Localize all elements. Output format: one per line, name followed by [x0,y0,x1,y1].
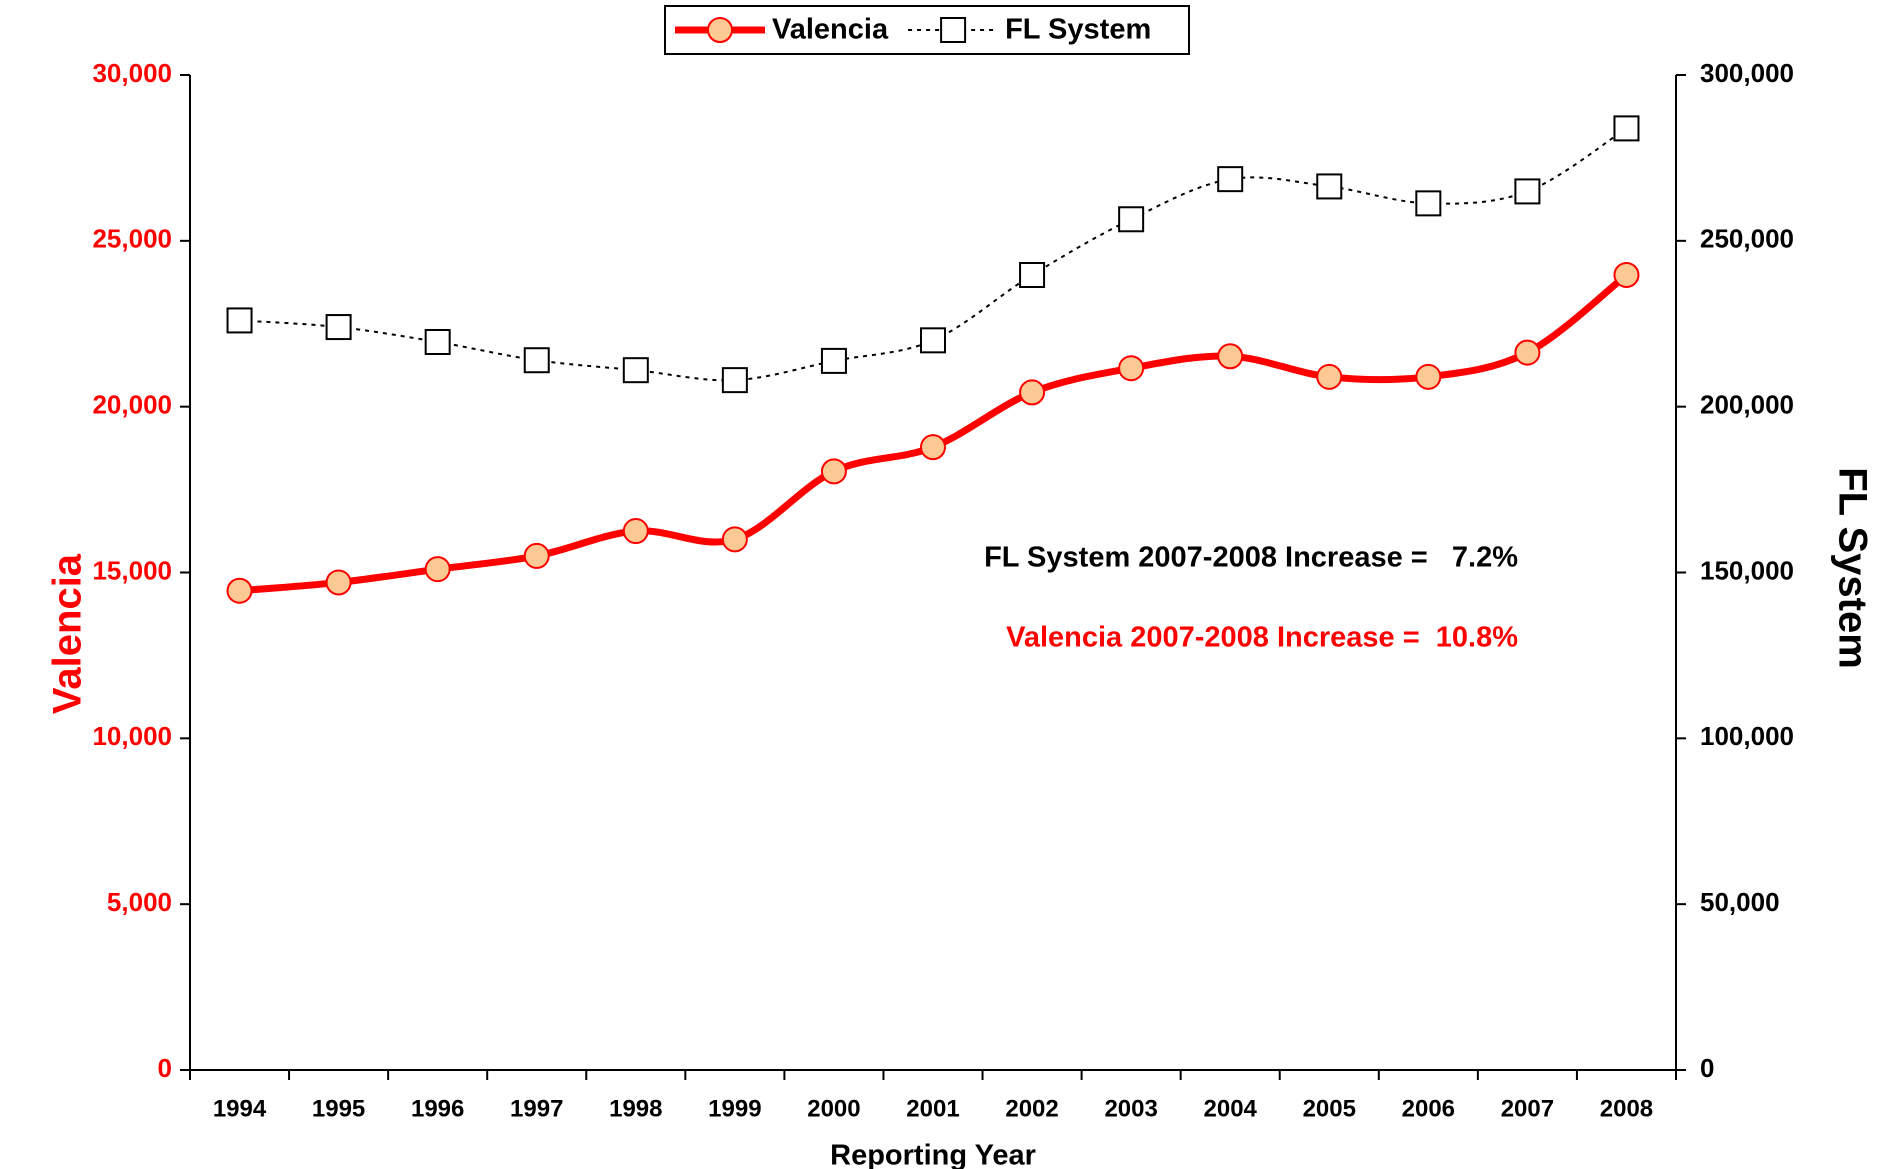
legend-label: Valencia [772,14,889,46]
x-tick-label: 2007 [1501,1095,1554,1122]
data-point [1613,115,1640,142]
y-axis-title: Valencia [46,553,90,714]
y-tick-label: 30,000 [92,58,172,88]
data-point [721,367,748,394]
x-axis-title: Reporting Year [830,1140,1036,1169]
data-point [1514,178,1541,205]
data-point [1316,363,1343,390]
x-tick-label: 1995 [312,1095,365,1122]
data-point [1217,343,1244,370]
data-point [721,526,748,553]
data-point [1019,261,1046,288]
y2-axis-title: FL System [1830,467,1874,669]
data-point [325,569,352,596]
data-point [920,434,946,461]
data-point [920,327,946,354]
data-point [226,577,253,604]
y-tick-label: 20,000 [92,390,172,420]
x-tick-label: 2002 [1005,1095,1058,1122]
legend-marker [707,17,733,43]
x-tick-label: 1998 [609,1095,662,1122]
data-point [622,357,649,384]
x-tick-label: 2003 [1104,1095,1157,1122]
x-tick-label: 2000 [807,1095,860,1122]
data-point [523,347,550,374]
legend-marker [940,17,967,43]
data-point [820,458,847,485]
data-point [325,314,352,341]
legend-label: FL System [1005,14,1151,46]
data-point [1415,190,1442,217]
x-tick-label: 1999 [708,1095,761,1122]
x-tick-label: 1997 [510,1095,563,1122]
y-tick-label: 5,000 [107,887,172,917]
data-point [1217,166,1244,193]
data-point [1514,339,1541,366]
x-tick-label: 2006 [1402,1095,1455,1122]
annotation: Valencia 2007-2008 Increase = 10.8% [1006,622,1518,654]
x-tick-label: 2008 [1600,1095,1653,1122]
annotation: FL System 2007-2008 Increase = 7.2% [984,542,1518,574]
data-point [424,556,451,583]
x-tick-label: 2004 [1204,1095,1258,1122]
y-tick-label: 15,000 [92,555,172,585]
y2-tick-label: 250,000 [1700,224,1794,254]
data-point [1613,261,1640,288]
x-tick-label: 2005 [1303,1095,1356,1122]
data-point [1118,206,1145,233]
y2-tick-label: 300,000 [1700,58,1794,88]
y-tick-label: 25,000 [92,224,172,254]
y2-tick-label: 150,000 [1700,555,1794,585]
y-tick-label: 0 [158,1053,172,1083]
data-point [1316,173,1343,200]
data-point [820,347,847,374]
data-point [1415,363,1442,390]
data-point [523,542,550,569]
data-point [622,518,649,545]
data-point [226,307,253,334]
data-point [1019,379,1046,406]
y2-tick-label: 200,000 [1700,390,1794,420]
y2-tick-label: 100,000 [1700,721,1794,751]
y2-tick-label: 0 [1700,1053,1714,1083]
y-tick-label: 10,000 [92,721,172,751]
x-tick-label: 1994 [213,1095,267,1122]
data-point [424,328,451,355]
x-tick-label: 1996 [411,1095,464,1122]
data-point [1118,355,1145,382]
x-tick-label: 2001 [906,1095,959,1122]
y2-tick-label: 50,000 [1700,887,1780,917]
